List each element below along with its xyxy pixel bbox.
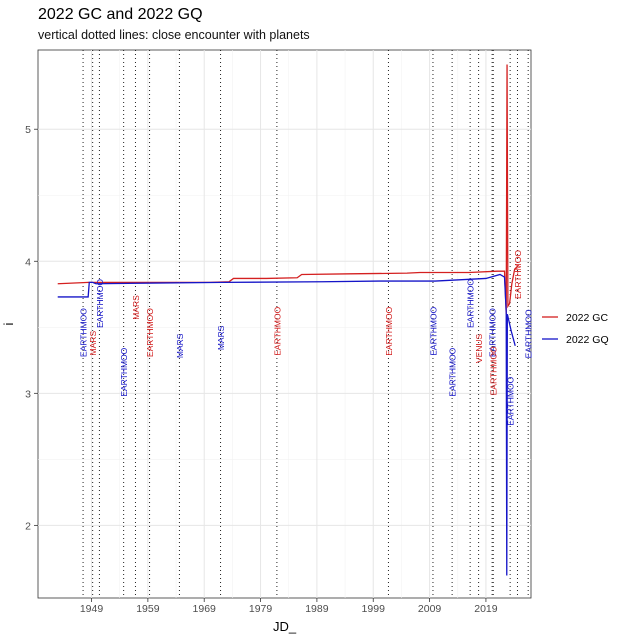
encounter-label: EARTHMOO [384, 306, 394, 355]
encounter-label: EARTHMOO [79, 308, 89, 357]
chart-subtitle: vertical dotted lines: close encounter w… [38, 28, 310, 42]
encounter-label: EARTHMOO [524, 309, 534, 358]
encounter-label: EARTHMOO [488, 308, 498, 357]
x-tick-label: 1999 [362, 603, 386, 615]
series-line [57, 273, 516, 576]
y-tick-label: 4 [25, 256, 31, 268]
encounter-label: EARTHMOO [119, 347, 129, 396]
encounter-label: EARTHMOO [448, 347, 458, 396]
encounter-label: EARTHMOO [428, 306, 438, 355]
x-tick-label: 1969 [193, 603, 217, 615]
x-tick-label: 1959 [136, 603, 160, 615]
x-tick-label: 2019 [474, 603, 498, 615]
encounter-label: MARS [216, 325, 226, 350]
legend-label: 2022 GQ [566, 334, 609, 346]
x-tick-label: 1989 [305, 603, 329, 615]
x-axis-title: JD_ [273, 619, 297, 634]
encounter-label: MARS [175, 333, 185, 358]
y-tick-label: 2 [25, 520, 31, 532]
chart-title: 2022 GC and 2022 GQ [38, 6, 203, 23]
encounter-label: EARTHMOO [466, 279, 476, 328]
x-tick-label: 2009 [418, 603, 442, 615]
plot-panel [37, 49, 532, 599]
encounter-label: MARS [88, 331, 98, 356]
encounter-label: EARTHMOO [145, 308, 155, 357]
y-tick-label: 5 [25, 124, 31, 136]
encounter-label: EARTHMOO [95, 279, 105, 328]
encounter-label: MARS [131, 295, 141, 320]
y-tick-label: 3 [25, 388, 31, 400]
legend-label: 2022 GC [566, 312, 608, 324]
encounter-label: EARTHMOO [513, 250, 523, 299]
encounter-label: VENUS [474, 333, 484, 363]
encounter-label: EARTHMOO [272, 306, 282, 355]
x-tick-label: 1949 [80, 603, 104, 615]
y-axis-title: i [1, 322, 16, 325]
x-tick-label: 1979 [249, 603, 273, 615]
encounter-label: EARTHMOO [506, 376, 516, 425]
encounter-label: EARTHMOO [489, 346, 499, 395]
